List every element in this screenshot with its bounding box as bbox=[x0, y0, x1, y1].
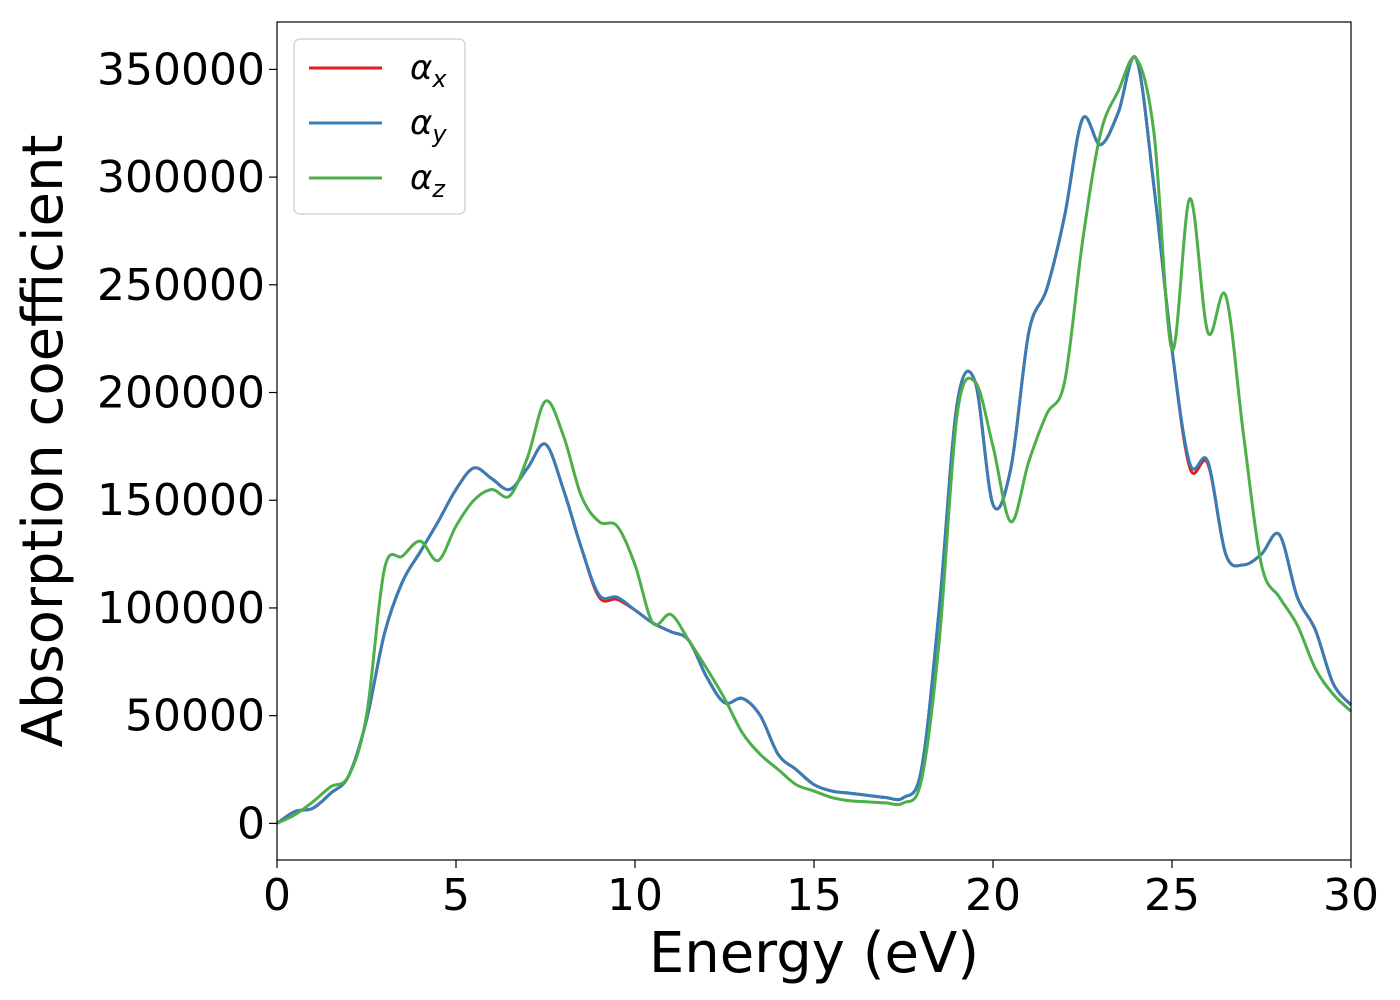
y-tick-label: 100000 bbox=[97, 583, 265, 634]
series-layer bbox=[276, 55, 1353, 825]
x-tick-label: 30 bbox=[1323, 870, 1379, 921]
y-tick-label: 50000 bbox=[125, 691, 265, 742]
y-tick-label: 0 bbox=[237, 798, 265, 849]
x-tick-label: 10 bbox=[607, 870, 663, 921]
x-tick-label: 0 bbox=[263, 870, 291, 921]
legend-label-y: αy bbox=[410, 103, 447, 148]
y-tick-label: 200000 bbox=[97, 368, 265, 419]
y-tick-label: 350000 bbox=[97, 44, 265, 95]
y-tick-label: 150000 bbox=[97, 475, 265, 526]
legend-label-x: αx bbox=[410, 48, 447, 93]
series-line-z bbox=[276, 55, 1353, 825]
x-tick-label: 5 bbox=[442, 870, 470, 921]
y-tick-label: 300000 bbox=[97, 152, 265, 203]
legend-frame bbox=[293, 38, 466, 215]
y-axis-ticks: 0 50000 100000 150000 200000 250000 300000 3500… bbox=[97, 44, 277, 849]
x-axis-label: Energy (eV) bbox=[649, 921, 979, 986]
legend-label-z: αz bbox=[410, 158, 446, 203]
y-axis-label: Absorption coefficient bbox=[11, 135, 76, 748]
x-tick-label: 20 bbox=[965, 870, 1021, 921]
legend: αx αy αz bbox=[293, 38, 466, 215]
y-tick-label: 250000 bbox=[97, 260, 265, 311]
x-tick-label: 15 bbox=[786, 870, 842, 921]
x-axis-ticks: 0 5 10 15 20 25 30 bbox=[263, 860, 1379, 921]
x-tick-label: 25 bbox=[1144, 870, 1200, 921]
